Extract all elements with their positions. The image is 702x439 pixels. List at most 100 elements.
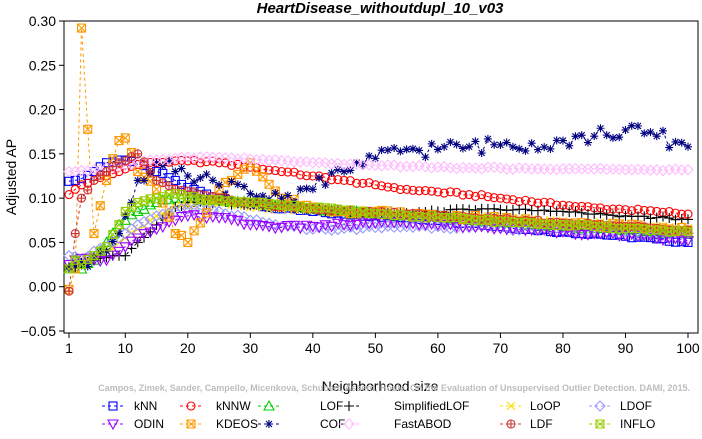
data-point: [283, 191, 292, 200]
data-point: [588, 229, 601, 240]
x-tick-label: 40: [305, 340, 321, 356]
data-point: [250, 220, 263, 231]
data-point: [338, 222, 350, 235]
data-point: [683, 227, 693, 237]
data-point: [671, 137, 680, 146]
data-point: [156, 222, 169, 233]
legend-label: ODIN: [134, 417, 164, 431]
data-point: [383, 182, 393, 192]
data-point: [550, 228, 563, 239]
y-tick-label: 0.00: [29, 279, 56, 295]
legend-item: INFLO: [589, 417, 655, 431]
data-point: [152, 158, 161, 167]
data-point: [194, 213, 207, 224]
data-point: [358, 160, 367, 169]
data-point: [389, 182, 399, 193]
data-point: [81, 165, 94, 177]
data-point: [665, 143, 674, 152]
data-point: [644, 164, 657, 177]
data-point: [208, 176, 217, 185]
data-point: [496, 141, 505, 149]
data-point: [108, 229, 118, 240]
data-point: [263, 154, 275, 167]
data-point: [277, 167, 287, 177]
data-point: [188, 152, 200, 165]
data-point: [369, 218, 382, 230]
legend-label: COF: [320, 417, 345, 431]
data-point: [402, 184, 412, 194]
data-point: [577, 131, 586, 140]
data-point: [469, 222, 482, 234]
data-point: [220, 158, 230, 168]
data-point: [546, 144, 555, 153]
legend-label: kNN: [134, 399, 157, 413]
data-point: [125, 236, 138, 248]
data-point: [327, 168, 336, 177]
data-point: [277, 194, 286, 203]
data-point: [246, 189, 255, 198]
data-point: [140, 176, 149, 185]
data-point: [125, 158, 138, 171]
data-point: [477, 149, 486, 158]
data-point: [358, 178, 368, 188]
data-point: [269, 223, 282, 235]
data-point: [450, 162, 463, 175]
data-point: [657, 164, 669, 177]
data-point: [113, 246, 125, 258]
data-point: [582, 230, 594, 241]
data-point: [183, 237, 193, 247]
data-point: [670, 214, 681, 225]
data-point: [76, 193, 87, 203]
data-point: [190, 178, 199, 187]
data-point: [350, 219, 363, 231]
x-tick-label: 80: [555, 340, 571, 356]
data-point: [408, 144, 417, 153]
data-point: [250, 214, 263, 226]
data-point: [652, 132, 661, 141]
data-point: [270, 165, 280, 176]
data-point: [570, 206, 581, 217]
data-point: [675, 235, 688, 247]
legend-label: kNNW: [216, 399, 251, 413]
legend: kNN kNNW LOF SimplifiedLOF LoOP LDOF ODIN KDEOS…: [102, 399, 655, 431]
data-point: [502, 138, 511, 147]
data-point: [232, 209, 244, 221]
legend-item: kNN: [102, 399, 157, 413]
data-point: [627, 121, 636, 130]
data-point: [183, 172, 192, 180]
data-point: [325, 224, 338, 236]
data-point: [202, 157, 212, 167]
legend-label: INFLO: [620, 417, 655, 431]
data-point: [576, 207, 587, 218]
data-point: [533, 145, 542, 154]
series-markers-knnw: [64, 155, 693, 219]
data-point: [138, 229, 150, 240]
data-point: [495, 193, 505, 203]
x-tick-label: 60: [430, 340, 446, 356]
data-point: [540, 143, 549, 152]
data-point: [100, 255, 113, 267]
legend-label: SimplifiedLOF: [394, 399, 469, 413]
legend-swatch-marker: [108, 401, 118, 411]
data-point: [89, 229, 99, 239]
data-point: [139, 157, 149, 167]
data-point: [306, 221, 319, 233]
data-point: [620, 210, 631, 221]
y-tick-label: 0.10: [29, 190, 56, 206]
data-point: [138, 215, 150, 228]
data-point: [377, 146, 386, 155]
data-point: [414, 186, 424, 196]
data-point: [83, 185, 93, 195]
data-point: [290, 198, 299, 207]
data-point: [208, 156, 218, 166]
legend-label: FastABOD: [394, 417, 452, 431]
data-point: [607, 210, 618, 221]
series-markers: [63, 23, 694, 296]
data-point: [231, 216, 244, 227]
data-point: [163, 217, 175, 229]
data-point: [302, 184, 311, 193]
data-point: [396, 147, 405, 156]
data-point: [683, 214, 693, 225]
legend-label: LDF: [530, 417, 553, 431]
data-point: [400, 218, 413, 230]
